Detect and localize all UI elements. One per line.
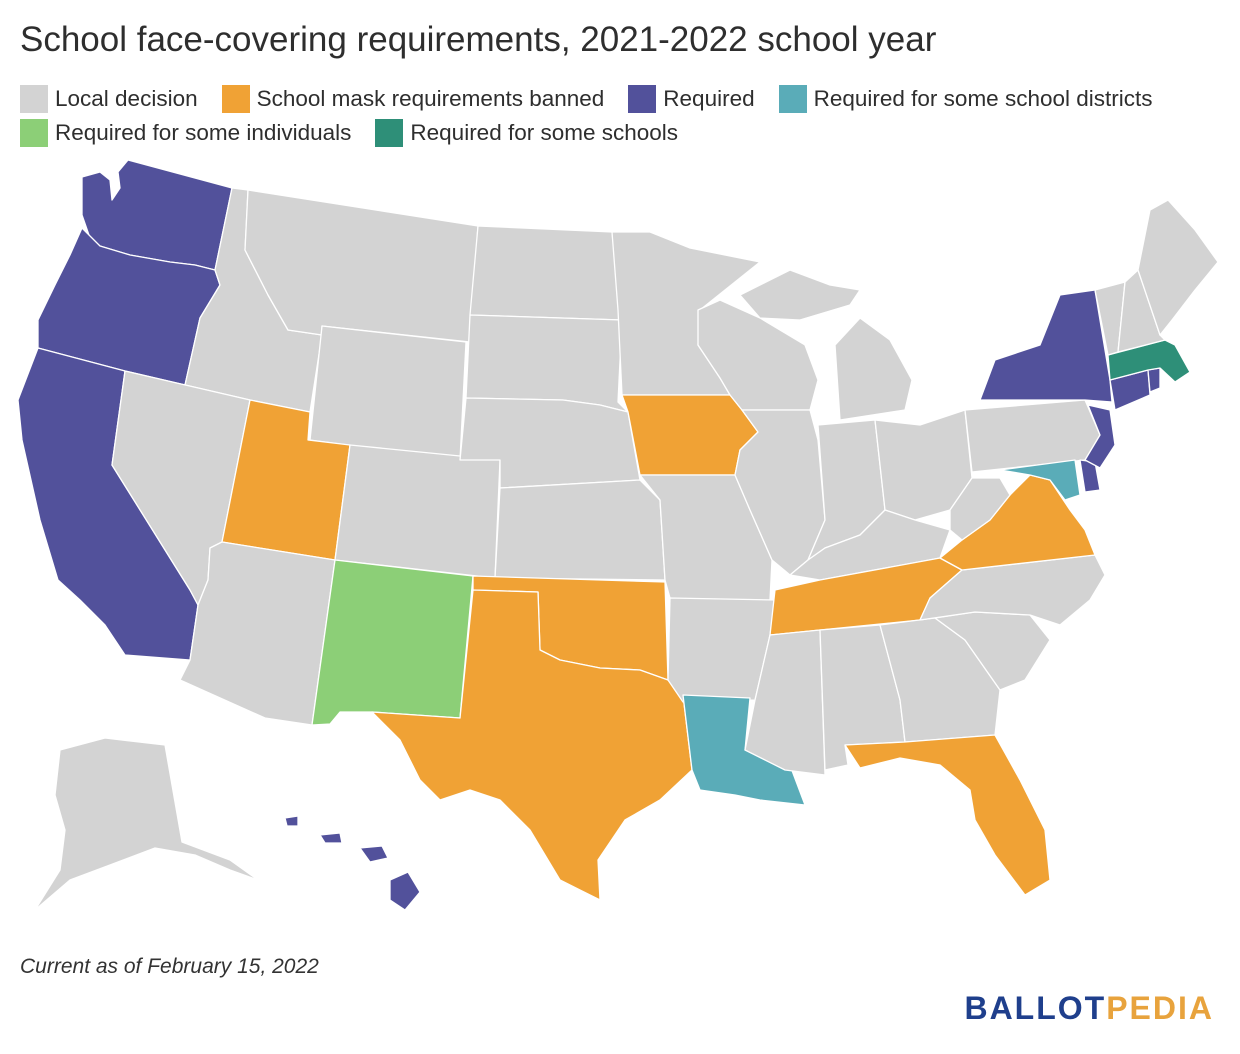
state-hawaii-maui[interactable] — [359, 845, 389, 863]
legend-item-local-decision: Local decision — [20, 85, 198, 113]
state-hawaii-big-island[interactable] — [389, 871, 421, 911]
legend-swatch-some-individuals — [20, 119, 48, 147]
legend-label: Required for some individuals — [55, 120, 352, 145]
state-west-virginia[interactable] — [949, 477, 1011, 541]
state-hawaii-oahu[interactable] — [319, 832, 343, 844]
logo-part-1: BALLOT — [964, 990, 1107, 1026]
legend-swatch-some-schools — [375, 119, 404, 147]
state-hawaii-kauai[interactable] — [284, 815, 299, 827]
legend-label: School mask requirements banned — [256, 86, 605, 111]
state-south-dakota[interactable] — [465, 314, 629, 413]
legend-item-some-schools: Required for some schools — [375, 119, 678, 147]
state-new-mexico[interactable] — [311, 559, 474, 726]
legend: Local decision School mask requirements … — [20, 82, 1230, 150]
legend-row-1: Local decision School mask requirements … — [20, 82, 1230, 116]
state-kentucky[interactable] — [789, 509, 951, 581]
state-new-hampshire[interactable] — [1117, 269, 1166, 353]
legend-item-banned: School mask requirements banned — [221, 85, 605, 113]
ballotpedia-logo: BALLOTPEDIA — [964, 990, 1214, 1027]
state-wyoming[interactable] — [309, 325, 467, 461]
state-new-york[interactable] — [979, 289, 1113, 403]
state-michigan-upper[interactable] — [739, 269, 861, 321]
state-massachusetts[interactable] — [1107, 339, 1191, 383]
state-colorado[interactable] — [334, 444, 501, 579]
legend-swatch-some-districts — [778, 85, 807, 113]
state-north-dakota[interactable] — [469, 225, 623, 321]
legend-item-some-individuals: Required for some individuals — [20, 119, 351, 147]
legend-label: Required — [663, 86, 755, 111]
legend-swatch-banned — [221, 85, 250, 113]
legend-item-some-districts: Required for some school districts — [778, 85, 1153, 113]
state-illinois[interactable] — [734, 409, 826, 576]
legend-label: Local decision — [55, 86, 198, 111]
legend-swatch-required — [628, 85, 657, 113]
state-north-carolina[interactable] — [919, 554, 1106, 626]
map-title: School face-covering requirements, 2021-… — [20, 20, 937, 59]
state-maine[interactable] — [1137, 199, 1219, 336]
footnote: Current as of February 15, 2022 — [20, 955, 319, 978]
state-michigan-lower[interactable] — [834, 317, 913, 421]
state-louisiana[interactable] — [682, 694, 806, 806]
legend-label: Required for some school districts — [813, 86, 1153, 111]
legend-label: Required for some schools — [410, 120, 679, 145]
state-alaska[interactable] — [34, 737, 259, 911]
state-new-jersey[interactable] — [1084, 404, 1116, 469]
state-texas[interactable] — [371, 589, 693, 901]
state-maryland[interactable] — [999, 459, 1081, 501]
legend-swatch-local-decision — [20, 85, 48, 113]
state-rhode-island[interactable] — [1147, 367, 1161, 393]
legend-row-2: Required for some individuals Required f… — [20, 116, 1230, 150]
logo-part-2: PEDIA — [1106, 990, 1214, 1026]
legend-item-required: Required — [628, 85, 755, 113]
state-florida[interactable] — [844, 734, 1051, 896]
state-kansas[interactable] — [494, 479, 666, 581]
